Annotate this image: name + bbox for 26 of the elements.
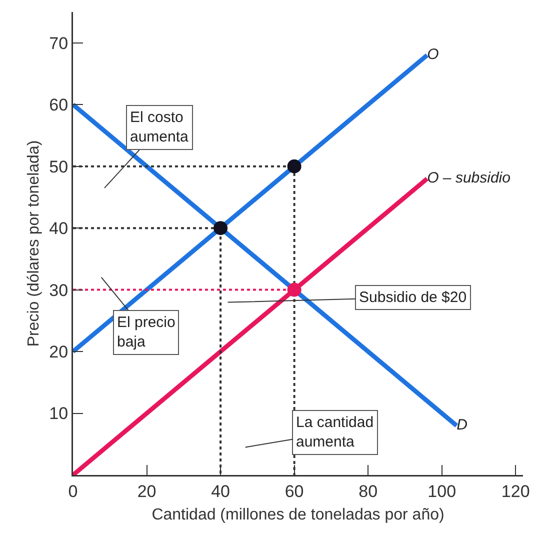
series-label: O (427, 46, 440, 63)
y-tick-label: 50 (49, 157, 68, 176)
x-tick-label: 120 (501, 482, 530, 501)
annotation: Subsidio de $20 (359, 289, 467, 306)
series-label: O – subsidio (427, 169, 510, 186)
series-label: D (456, 416, 468, 434)
y-tick-label: 30 (49, 280, 68, 300)
x-tick-label: 0 (68, 482, 78, 501)
y-tick-label: 60 (49, 96, 68, 115)
x-axis-title: Cantidad (millones de toneladas por año) (152, 506, 444, 524)
annotation: El precio baja (117, 314, 176, 350)
point (287, 159, 302, 174)
point (287, 282, 302, 297)
annotation: El costo aumenta (130, 109, 190, 146)
y-tick-label: 10 (49, 404, 68, 424)
point (214, 221, 228, 236)
annotation: La cantidad aumenta (296, 414, 374, 450)
x-tick-label: 40 (211, 482, 230, 501)
x-tick-label: 80 (358, 482, 378, 501)
y-tick-label: 70 (49, 34, 68, 53)
x-tick-label: 20 (137, 482, 156, 501)
x-tick-label: 60 (284, 482, 304, 501)
y-axis-title: Precio (dólares por tonelada) (25, 140, 42, 347)
y-tick-label: 20 (49, 342, 68, 362)
x-tick-label: 100 (428, 482, 456, 501)
y-tick-label: 40 (49, 219, 68, 238)
